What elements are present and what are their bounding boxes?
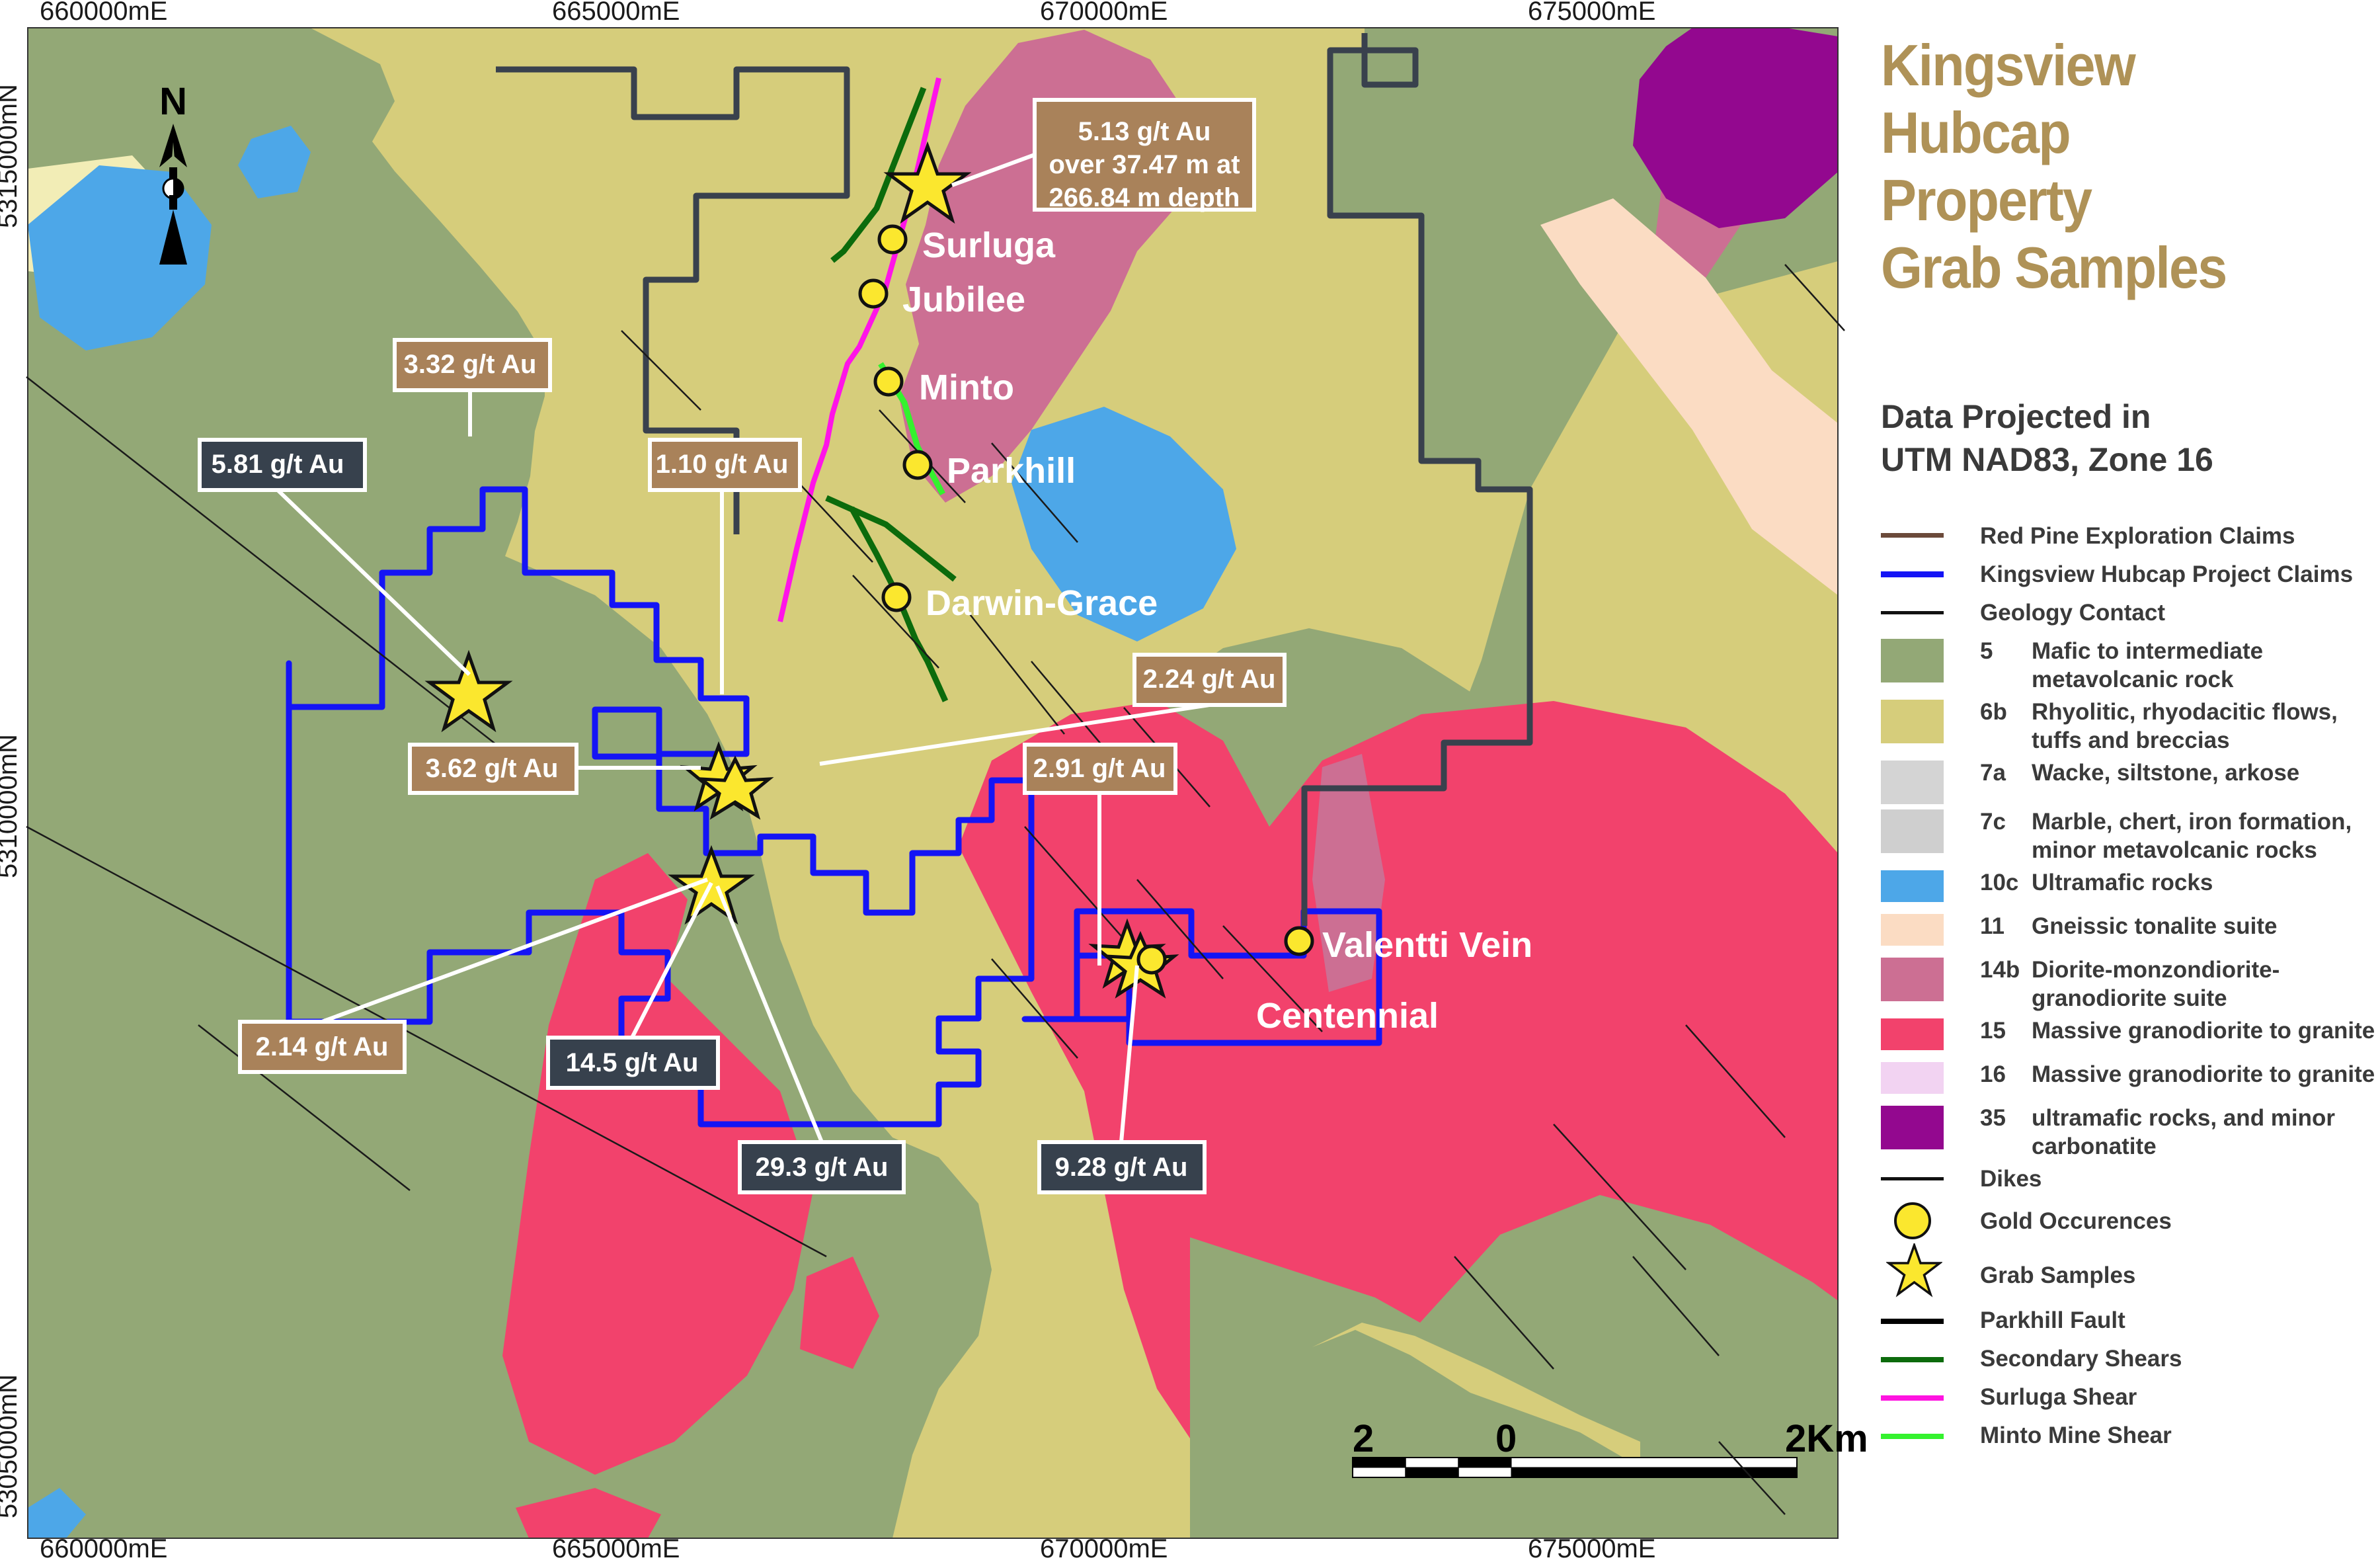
svg-text:5315000mN: 5315000mN: [0, 84, 22, 228]
svg-text:2Km: 2Km: [1785, 1417, 1868, 1460]
svg-text:2.91 g/t Au: 2.91 g/t Au: [1033, 754, 1166, 783]
svg-text:5.81 g/t Au: 5.81 g/t Au: [212, 450, 344, 479]
svg-text:665000mE: 665000mE: [552, 1534, 680, 1563]
svg-text:2.14 g/t Au: 2.14 g/t Au: [256, 1032, 389, 1061]
svg-text:3.32 g/t Au: 3.32 g/t Au: [404, 350, 537, 379]
svg-text:over 37.47 m at: over 37.47 m at: [1049, 150, 1240, 179]
svg-text:9.28 g/t Au: 9.28 g/t Au: [1055, 1153, 1188, 1182]
svg-text:5305000mN: 5305000mN: [0, 1374, 22, 1518]
svg-text:660000mE: 660000mE: [40, 1534, 167, 1563]
svg-text:2: 2: [1353, 1417, 1374, 1460]
svg-text:660000mE: 660000mE: [40, 0, 167, 26]
svg-text:14.5 g/t Au: 14.5 g/t Au: [566, 1048, 699, 1077]
svg-text:3.62 g/t Au: 3.62 g/t Au: [426, 754, 559, 783]
svg-text:5.13 g/t Au: 5.13 g/t Au: [1078, 117, 1211, 146]
svg-text:2.24 g/t Au: 2.24 g/t Au: [1143, 665, 1276, 694]
svg-text:670000mE: 670000mE: [1040, 1534, 1168, 1563]
svg-text:675000mE: 675000mE: [1528, 1534, 1655, 1563]
svg-text:1.10 g/t Au: 1.10 g/t Au: [656, 450, 789, 479]
svg-text:N: N: [159, 80, 187, 123]
svg-text:29.3 g/t Au: 29.3 g/t Au: [756, 1153, 889, 1182]
svg-text:266.84 m depth: 266.84 m depth: [1049, 183, 1240, 212]
svg-text:670000mE: 670000mE: [1040, 0, 1168, 26]
svg-text:675000mE: 675000mE: [1528, 0, 1655, 26]
svg-text:5310000mN: 5310000mN: [0, 734, 22, 878]
svg-text:665000mE: 665000mE: [552, 0, 680, 26]
svg-text:0: 0: [1495, 1417, 1517, 1460]
